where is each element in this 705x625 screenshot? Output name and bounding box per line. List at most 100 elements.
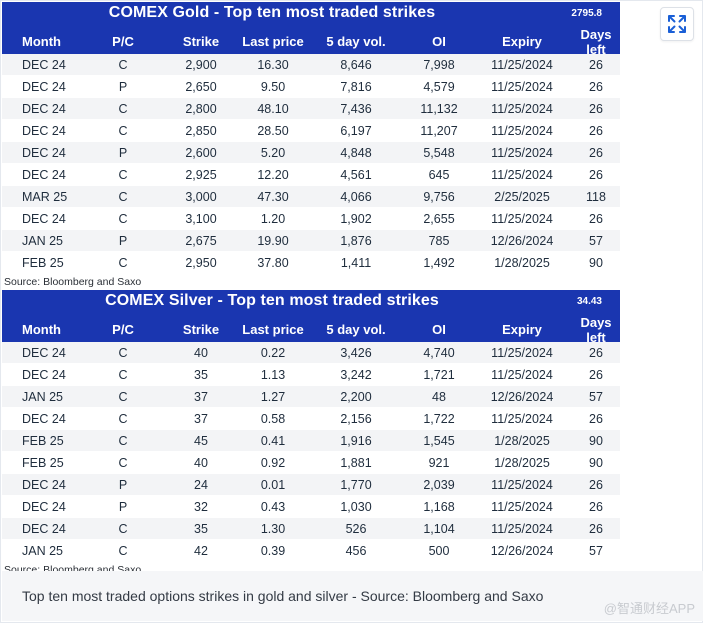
silver-spot-price: 34.43: [576, 296, 602, 307]
cell-5day-vol: 1,770: [340, 477, 372, 492]
cell-pc: P: [118, 233, 128, 248]
cell-days-left: 57: [589, 543, 603, 558]
cell-last-price: 47.30: [257, 189, 289, 204]
cell-pc: C: [118, 433, 128, 448]
silver-table-panel: COMEX Silver - Top ten most traded strik…: [2, 290, 620, 578]
cell-days-left: 26: [589, 123, 603, 138]
cell-pc: P: [118, 79, 128, 94]
table-row: JAN 25 P 2,675 19.90 1,876 785 12/26/2024 57: [2, 230, 620, 252]
cell-days-left: 26: [589, 167, 603, 182]
cell-last-price: 1.13: [260, 367, 286, 382]
table-row: DEC 24 C 3,100 1.20 1,902 2,655 11/25/2024 26: [2, 208, 620, 230]
cell-days-left: 26: [589, 211, 603, 226]
cell-strike: 2,800: [185, 101, 217, 116]
cell-month: JAN 25: [22, 543, 63, 558]
cell-pc: P: [118, 145, 128, 160]
cell-oi: 2,039: [423, 477, 455, 492]
cell-strike: 24: [194, 477, 208, 492]
cell-expiry: 1/28/2025: [494, 255, 550, 270]
cell-expiry: 2/25/2025: [494, 189, 550, 204]
cell-last-price: 0.43: [260, 499, 286, 514]
table-row: DEC 24 C 2,800 48.10 7,436 11,132 11/25/2024 26: [2, 98, 620, 120]
cell-last-price: 12.20: [257, 167, 289, 182]
cell-last-price: 28.50: [257, 123, 289, 138]
cell-days-left: 26: [589, 499, 603, 514]
cell-days-left: 26: [589, 477, 603, 492]
cell-pc: C: [118, 345, 128, 360]
cell-days-left: 26: [589, 79, 603, 94]
cell-month: FEB 25: [22, 255, 64, 270]
cell-days-left: 26: [589, 521, 603, 536]
cell-month: DEC 24: [22, 145, 66, 160]
cell-expiry: 11/25/2024: [491, 345, 553, 360]
gold-source-note: Source: Bloomberg and Saxo: [4, 276, 142, 288]
column-header-strike: Strike: [182, 34, 220, 49]
column-header-pc: P/C: [112, 322, 134, 337]
cell-oi: 11,207: [420, 123, 458, 138]
cell-month: DEC 24: [22, 521, 66, 536]
cell-5day-vol: 6,197: [340, 123, 372, 138]
cell-month: DEC 24: [22, 367, 66, 382]
cell-days-left: 90: [589, 255, 603, 270]
cell-oi: 9,756: [423, 189, 455, 204]
cell-last-price: 16.30: [257, 57, 289, 72]
cell-last-price: 5.20: [260, 145, 286, 160]
cell-5day-vol: 4,561: [340, 167, 372, 182]
cell-pc: C: [118, 57, 128, 72]
cell-expiry: 11/25/2024: [491, 57, 553, 72]
cell-month: MAR 25: [22, 189, 68, 204]
cell-strike: 45: [194, 433, 208, 448]
cell-days-left: 26: [589, 411, 603, 426]
table-row: JAN 25 C 37 1.27 2,200 48 12/26/2024 57: [2, 386, 620, 408]
cell-expiry: 11/25/2024: [491, 145, 553, 160]
cell-oi: 4,579: [423, 79, 455, 94]
cell-month: DEC 24: [22, 211, 66, 226]
cell-days-left: 26: [589, 57, 603, 72]
cell-expiry: 12/26/2024: [490, 543, 554, 558]
table-row: DEC 24 P 24 0.01 1,770 2,039 11/25/2024 26: [2, 474, 620, 496]
gold-table-title: COMEX Gold - Top ten most traded strikes: [108, 4, 436, 21]
cell-days-left: 90: [589, 433, 603, 448]
table-row: DEC 24 C 35 1.13 3,242 1,721 11/25/2024 26: [2, 364, 620, 386]
cell-expiry: 1/28/2025: [494, 455, 550, 470]
cell-expiry: 11/25/2024: [491, 123, 553, 138]
column-header-expiry: Expiry: [502, 322, 542, 337]
cell-5day-vol: 4,066: [340, 189, 372, 204]
cell-5day-vol: 1,030: [340, 499, 372, 514]
cell-strike: 40: [194, 455, 208, 470]
cell-5day-vol: 7,436: [340, 101, 372, 116]
table-row: DEC 24 C 2,925 12.20 4,561 645 11/25/2024 26: [2, 164, 620, 186]
cell-last-price: 1.27: [260, 389, 286, 404]
cell-pc: C: [118, 189, 128, 204]
cell-oi: 5,548: [423, 145, 455, 160]
cell-expiry: 12/26/2024: [490, 233, 554, 248]
cell-expiry: 11/25/2024: [491, 101, 553, 116]
silver-title-bar: COMEX Silver - Top ten most traded strik…: [2, 290, 620, 317]
cell-expiry: 11/25/2024: [491, 411, 553, 426]
cell-pc: C: [118, 521, 128, 536]
cell-oi: 645: [428, 167, 450, 182]
column-header-month: Month: [22, 34, 61, 49]
cell-pc: C: [118, 101, 128, 116]
cell-last-price: 0.92: [260, 455, 286, 470]
cell-month: JAN 25: [22, 233, 63, 248]
cell-month: DEC 24: [22, 477, 66, 492]
cell-expiry: 11/25/2024: [491, 521, 553, 536]
cell-days-left: 57: [589, 389, 603, 404]
gold-spot-price: 2795.8: [571, 8, 602, 19]
cell-5day-vol: 2,200: [340, 389, 372, 404]
cell-days-left: 26: [589, 145, 603, 160]
cell-strike: 3,100: [185, 211, 217, 226]
cell-oi: 1,168: [423, 499, 455, 514]
cell-strike: 40: [194, 345, 208, 360]
table-row: DEC 24 C 40 0.22 3,426 4,740 11/25/2024 26: [2, 342, 620, 364]
image-caption: Top ten most traded options strikes in g…: [2, 571, 703, 621]
cell-5day-vol: 1,916: [340, 433, 372, 448]
cell-month: DEC 24: [22, 57, 66, 72]
cell-expiry: 11/25/2024: [491, 477, 553, 492]
expand-image-button[interactable]: [660, 7, 694, 41]
cell-oi: 1,492: [423, 255, 455, 270]
cell-strike: 2,925: [185, 167, 217, 182]
cell-strike: 42: [194, 543, 208, 558]
cell-5day-vol: 1,876: [340, 233, 372, 248]
